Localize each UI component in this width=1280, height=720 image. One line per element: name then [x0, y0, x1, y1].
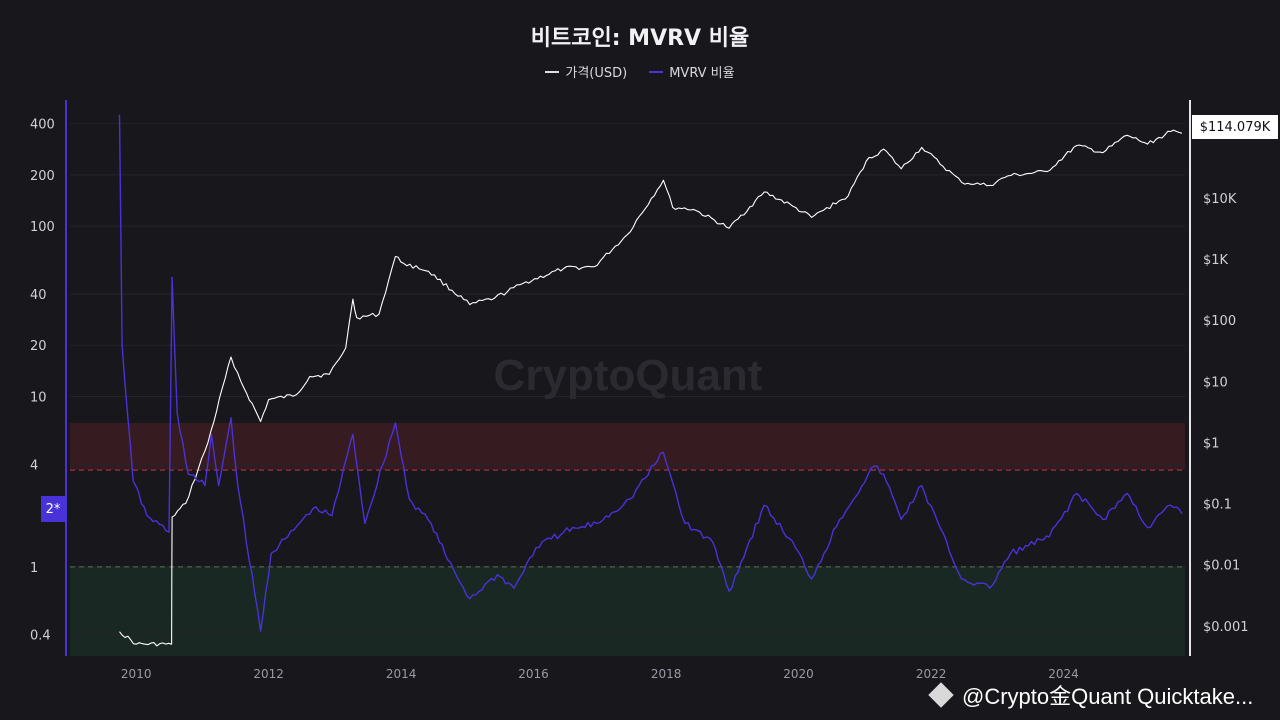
x-tick-label-4: 2018 — [651, 667, 682, 681]
y-left-tick-label-0: 400 — [30, 118, 55, 133]
x-tick-label-0: 2010 — [121, 667, 152, 681]
left-axis-marker: 2* — [41, 496, 65, 522]
y-right-tick-label-1: $1K — [1203, 253, 1229, 268]
y-left-tick-label-7: 1 — [30, 561, 38, 576]
legend-swatch-price — [545, 70, 560, 73]
y-left-tick-label-1: 200 — [30, 169, 55, 184]
y-left-tick-label-8: 0.4 — [30, 629, 51, 644]
x-tick-label-7: 2024 — [1048, 667, 1079, 681]
zone-band-1 — [70, 566, 1185, 656]
watermark: CryptoQuant — [494, 351, 763, 400]
y-left-tick-label-4: 20 — [30, 339, 47, 354]
x-tick-label-2: 2014 — [386, 667, 417, 681]
y-right-tick-label-6: $0.01 — [1203, 559, 1240, 574]
binance-icon — [928, 682, 954, 708]
y-right-tick-label-7: $0.001 — [1203, 620, 1249, 635]
legend-item-price[interactable]: 가격(USD) — [545, 62, 627, 81]
series-line-price — [119, 129, 1183, 647]
x-tick-label-5: 2020 — [783, 667, 814, 681]
y-left-tick-label-5: 10 — [30, 391, 47, 406]
y-left-tick-label-3: 40 — [30, 288, 47, 303]
y-right-tick-label-5: $0.1 — [1203, 498, 1232, 513]
last-price-badge: $114.079K — [1192, 115, 1278, 139]
y-right-tick-label-0: $10K — [1203, 192, 1237, 207]
y-left-tick-label-2: 100 — [30, 220, 55, 235]
legend-label-mvrv: MVRV 비율 — [669, 66, 735, 81]
y-right-tick-label-2: $100 — [1203, 314, 1236, 329]
y-left-tick-label-6: 4 — [30, 458, 38, 473]
chart-title: 비트코인: MVRV 비율 — [530, 26, 750, 51]
legend-label-price: 가격(USD) — [565, 66, 628, 81]
y-right-tick-label-4: $1 — [1203, 436, 1220, 451]
series-line-mvrv — [118, 114, 1183, 632]
legend-item-mvrv[interactable]: MVRV 비율 — [649, 62, 735, 81]
legend-swatch-mvrv — [649, 70, 664, 73]
x-tick-label-6: 2022 — [916, 667, 947, 681]
footer-handle: @Crypto金Quant Quicktake... — [962, 684, 1254, 709]
zone-band-0 — [70, 422, 1185, 471]
x-tick-label-1: 2012 — [253, 667, 284, 681]
x-tick-label-3: 2016 — [518, 667, 549, 681]
legend: 가격(USD) MVRV 비율 — [0, 62, 1280, 81]
footer-credit: @Crypto金Quant Quicktake... — [928, 678, 1254, 712]
y-right-tick-label-3: $10 — [1203, 375, 1228, 390]
